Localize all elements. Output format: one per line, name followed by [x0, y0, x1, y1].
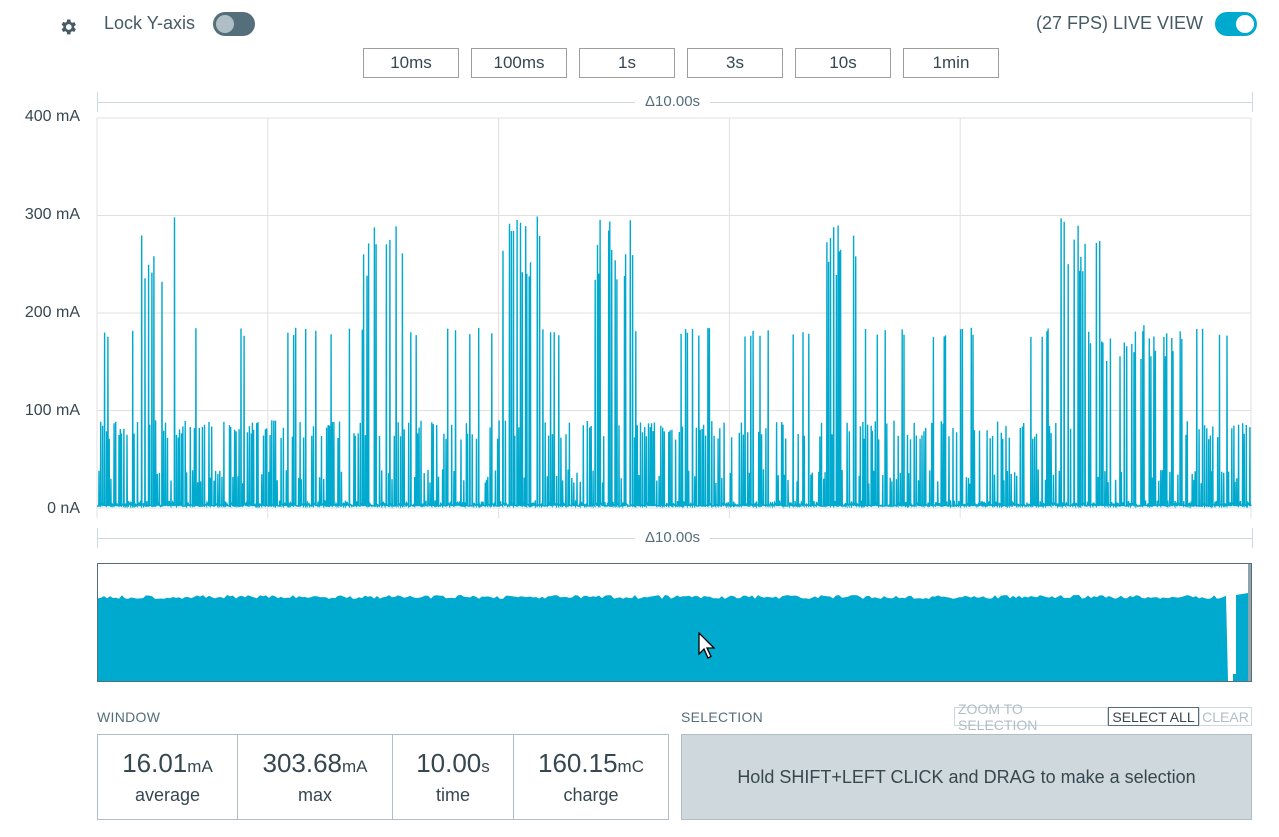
window-1s-button[interactable]: 1s	[579, 48, 675, 78]
y-tick-label: 100 mA	[24, 402, 80, 419]
main-delta-bar: Δ10.00s	[97, 92, 1253, 112]
stat-number: 160.15	[538, 748, 618, 778]
minimap-trace	[98, 564, 1251, 681]
selection-panel-title: SELECTION	[681, 709, 764, 725]
stat-number: 16.01	[122, 748, 188, 778]
window-100ms-button[interactable]: 100ms	[471, 48, 567, 78]
window-10s-button[interactable]: 10s	[795, 48, 891, 78]
minimap-window-handle	[1248, 564, 1251, 681]
stat-unit: mA	[342, 757, 368, 776]
settings-icon[interactable]	[58, 17, 78, 37]
stat-value: 303.68mA	[262, 748, 367, 779]
stat-label: charge	[563, 785, 619, 805]
y-tick-label: 300 mA	[24, 206, 80, 223]
selection-hint-box: Hold SHIFT+LEFT CLICK and DRAG to make a…	[681, 734, 1252, 820]
main-delta-label: Δ10.00s	[635, 93, 711, 110]
minimap-delta-bar: Δ10.00s	[97, 528, 1253, 548]
live-view-label: (27 FPS) LIVE VIEW	[1036, 13, 1204, 33]
minimap[interactable]	[97, 563, 1252, 682]
stat-label: time	[435, 785, 470, 805]
stat-value: 10.00s	[416, 748, 490, 779]
stat-time: 10.00s time	[392, 734, 514, 820]
current-trace	[97, 216, 1252, 509]
mouse-cursor-icon	[698, 631, 718, 662]
window-3s-button[interactable]: 3s	[687, 48, 783, 78]
stat-unit: mA	[187, 757, 213, 776]
delta-tick-right	[1252, 528, 1253, 548]
stat-unit: s	[481, 757, 490, 776]
y-tick-label: 200 mA	[24, 304, 80, 321]
minimap-area	[98, 595, 1228, 681]
stat-value: 16.01mA	[122, 748, 213, 779]
minimap-delta-label: Δ10.00s	[635, 529, 711, 546]
delta-tick-left	[97, 92, 98, 112]
toggle-knob	[1236, 15, 1254, 33]
window-10ms-button[interactable]: 10ms	[363, 48, 459, 78]
delta-tick-right	[1252, 92, 1253, 112]
lock-y-axis-label: Lock Y-axis	[104, 13, 196, 33]
delta-tick-left	[97, 528, 98, 548]
stat-label: average	[134, 785, 201, 805]
minimap-area-tail	[1233, 593, 1248, 681]
select-all-button[interactable]: SELECT ALL	[1108, 707, 1199, 726]
y-tick-label: 400 mA	[24, 108, 80, 125]
stat-average: 16.01mA average	[97, 734, 238, 820]
stat-unit: mC	[617, 757, 644, 776]
zoom-to-selection-button[interactable]: ZOOM TO SELECTION	[954, 701, 1108, 733]
toggle-knob	[216, 15, 234, 33]
stat-number: 303.68	[262, 748, 343, 778]
live-view-toggle[interactable]	[1215, 12, 1257, 36]
window-panel-title: WINDOW	[97, 709, 161, 725]
clear-button[interactable]: CLEAR	[1199, 707, 1252, 726]
stat-charge: 160.15mC charge	[513, 734, 669, 820]
stat-number: 10.00	[416, 748, 482, 778]
current-chart[interactable]	[88, 112, 1258, 524]
lock-y-axis-toggle[interactable]	[213, 12, 255, 36]
stat-label: max	[297, 785, 332, 805]
y-tick-label: 0 nA	[47, 500, 80, 517]
stat-value: 160.15mC	[538, 748, 644, 779]
window-1min-button[interactable]: 1min	[903, 48, 999, 78]
selection-hint: Hold SHIFT+LEFT CLICK and DRAG to make a…	[737, 766, 1196, 787]
stat-max: 303.68mA max	[237, 734, 393, 820]
